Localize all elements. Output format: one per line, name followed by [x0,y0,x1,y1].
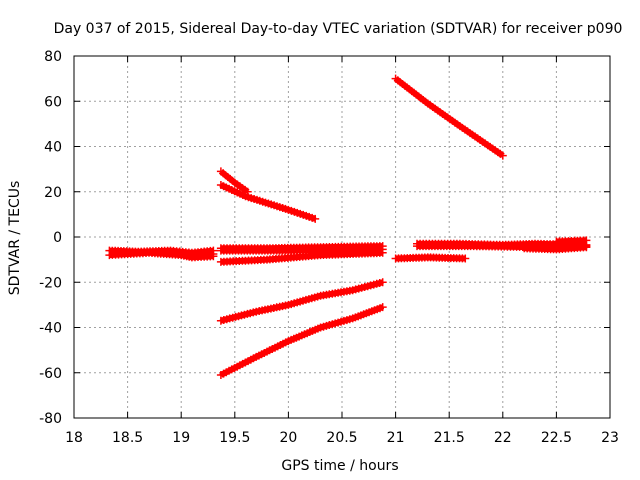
series-10 [216,303,387,379]
series-7 [216,245,387,255]
x-tick-label: 23 [601,430,619,446]
series-4 [216,167,252,196]
series-8 [216,248,387,266]
y-tick-label: 60 [44,94,62,110]
x-tick-label: 22.5 [541,430,572,446]
y-tick-label: -40 [39,321,62,337]
series-markers [216,248,387,266]
x-tick-label: 18 [65,430,83,446]
series-markers [391,74,507,160]
x-tick-label: 21 [387,430,405,446]
y-tick-label: -20 [39,275,62,291]
x-tick-label: 18.5 [112,430,143,446]
grid [74,56,610,418]
y-tick-label: -80 [39,411,62,427]
chart-title: Day 037 of 2015, Sidereal Day-to-day VTE… [54,21,623,37]
y-tick-label: 80 [44,49,62,65]
x-tick-label: 19.5 [219,430,250,446]
y-axis-label: SDTVAR / TECUs [7,181,23,296]
series-16 [552,236,591,246]
x-tick-label: 20.5 [326,430,357,446]
x-tick-label: 21.5 [434,430,465,446]
series-12 [391,253,470,263]
y-tick-label: 20 [44,185,62,201]
series-markers [177,251,218,262]
series-15 [520,243,591,254]
series-11 [391,74,507,160]
y-tick-label: 40 [44,140,62,156]
series-markers [552,236,591,246]
series-markers [391,253,470,263]
series-9 [216,278,387,325]
series-5 [216,181,320,223]
x-tick-label: 20 [279,430,297,446]
series-markers [216,167,252,196]
axis-ticks: 18 18.5 19 19.5 20 20.5 21 21.5 22 22.5 23 80 60 40 20… [39,49,619,446]
plot-area [105,74,591,379]
series-markers [216,245,387,255]
y-tick-label: -60 [39,366,62,382]
series-markers [520,243,591,254]
series-markers [216,303,387,379]
series-markers [216,278,387,325]
x-tick-label: 22 [494,430,512,446]
series-markers [216,181,320,223]
x-axis-label: GPS time / hours [281,458,398,474]
y-tick-label: 0 [53,230,62,246]
series-3 [177,251,218,262]
x-tick-label: 19 [172,430,190,446]
